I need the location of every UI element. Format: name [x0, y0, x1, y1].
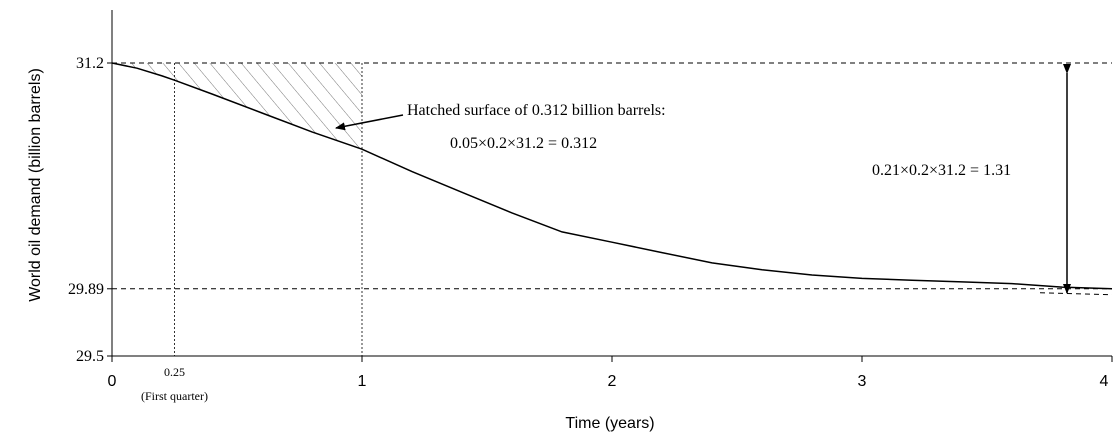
y-tick-label: 29.89 — [68, 281, 104, 298]
y-axis-label: World oil demand (billion barrels) — [27, 68, 44, 302]
hatch-annotation-formula: 0.05×0.2×31.2 = 0.312 — [450, 135, 597, 152]
x-axis-label: Time (years) — [565, 415, 654, 432]
x-tick-label: 3 — [858, 373, 867, 390]
x-tick-label: 4 — [1100, 373, 1109, 390]
hatch-annotation-label: Hatched surface of 0.312 billion barrels… — [407, 102, 666, 119]
first-quarter-tick-label: 0.25 — [164, 365, 185, 379]
y-tick-label: 29.5 — [76, 348, 104, 365]
y-tick-label: 31.2 — [76, 55, 104, 72]
x-tick-label: 2 — [608, 373, 617, 390]
axes — [112, 10, 1112, 356]
x-tick-label: 0 — [108, 373, 117, 390]
reference-line-slant — [1040, 293, 1112, 295]
first-quarter-sublabel: (First quarter) — [141, 389, 208, 403]
x-tick-label: 1 — [358, 373, 367, 390]
drop-annotation-formula: 0.21×0.2×31.2 = 1.31 — [872, 162, 1011, 179]
